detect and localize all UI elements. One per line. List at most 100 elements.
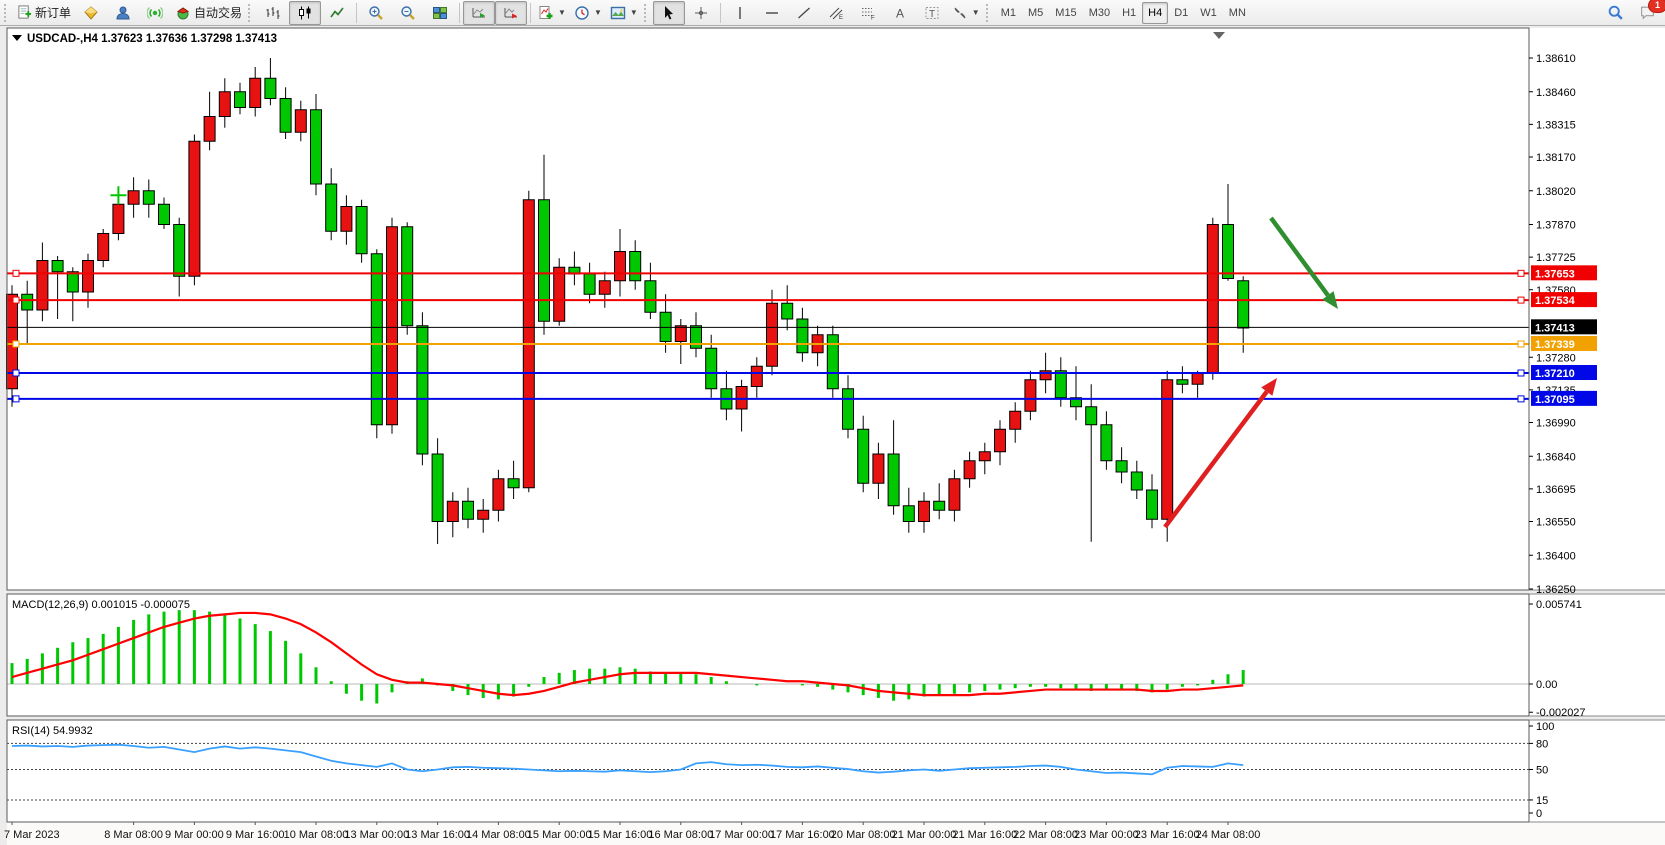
tab-timeframe-h1[interactable]: H1 xyxy=(1122,6,1137,19)
line-chart-button[interactable] xyxy=(321,1,353,25)
tile-windows-icon xyxy=(433,6,448,19)
tab-timeframe-m5[interactable]: M5 xyxy=(1028,6,1044,19)
candle xyxy=(234,91,246,108)
zoom-in-button[interactable] xyxy=(360,1,392,25)
candlestick-chart-button[interactable] xyxy=(289,0,322,25)
price-tick-label: 1.38315 xyxy=(1536,119,1576,131)
rsi-tick-label: 100 xyxy=(1536,721,1554,733)
quotes-button[interactable] xyxy=(75,1,107,25)
templates-button[interactable]: ▼ xyxy=(606,1,642,25)
notification-badge: 1 xyxy=(1648,0,1665,13)
text-button[interactable]: A xyxy=(884,1,916,25)
candle xyxy=(325,183,338,232)
price-tag xyxy=(1531,319,1597,335)
candle xyxy=(614,251,626,282)
candle xyxy=(1115,460,1128,473)
line-anchor xyxy=(12,269,20,277)
price-tag-label: 1.37095 xyxy=(1535,394,1575,406)
candle xyxy=(1206,224,1219,374)
fibonacci-icon: F xyxy=(861,7,875,21)
candle xyxy=(1146,489,1158,520)
price-tag-label: 1.37534 xyxy=(1535,295,1576,307)
tab-timeframe-m15[interactable]: M15 xyxy=(1055,6,1077,19)
main-price-pane[interactable]: USDCAD-,H4 1.37623 1.37636 1.37298 1.374… xyxy=(6,32,1530,544)
auto-scroll-button[interactable] xyxy=(463,0,496,25)
rsi-pane[interactable]: RSI(14) 54.9932 xyxy=(7,725,1529,801)
arrow-head-icon xyxy=(1261,378,1277,396)
svg-text:F: F xyxy=(871,15,875,21)
crosshair-button[interactable] xyxy=(685,1,717,25)
candle xyxy=(538,199,550,322)
price-tag-label: 1.37210 xyxy=(1535,368,1575,380)
candle xyxy=(887,453,900,507)
tab-timeframe-m30[interactable]: M30 xyxy=(1088,6,1111,19)
tab-timeframe-mn[interactable]: MN xyxy=(1228,6,1246,19)
candle xyxy=(902,505,915,522)
candle xyxy=(401,226,414,327)
candle xyxy=(842,388,854,430)
time-tick-label: 14 Mar 08:00 xyxy=(466,829,531,841)
rsi-tick-label: 0 xyxy=(1536,808,1542,820)
candle xyxy=(750,365,763,387)
vertical-line-button[interactable] xyxy=(724,1,756,25)
price-tag xyxy=(1531,365,1597,380)
toolbar-grip[interactable] xyxy=(248,3,255,22)
arrows-button[interactable]: ▼ xyxy=(948,1,984,25)
candle xyxy=(857,428,870,484)
price-tick-label: 1.37280 xyxy=(1536,352,1576,364)
toolbar-grip[interactable] xyxy=(643,3,651,22)
horizontal-line-button[interactable] xyxy=(756,1,788,25)
new-order-button[interactable]: 新订单 xyxy=(13,1,75,25)
line-anchor xyxy=(1517,340,1525,348)
trend-arrow xyxy=(1163,390,1269,529)
candle xyxy=(705,347,718,390)
time-tick-label: 21 Mar 00:00 xyxy=(892,829,957,841)
candle xyxy=(477,509,490,520)
tab-timeframe-w1[interactable]: W1 xyxy=(1200,6,1217,19)
tab-timeframe-m1[interactable]: M1 xyxy=(1000,6,1016,19)
candle xyxy=(978,451,991,462)
cursor-button[interactable] xyxy=(652,0,685,25)
search-icon xyxy=(1608,5,1623,20)
auto-trading-label: 自动交易 xyxy=(194,6,243,20)
line-anchor xyxy=(12,340,20,348)
candle xyxy=(386,226,398,426)
price-tick-label: 1.36990 xyxy=(1536,418,1576,430)
usdcad-h4-chart-canvas[interactable]: USDCAD-,H4 1.37623 1.37636 1.37298 1.374… xyxy=(0,26,1665,845)
toolbar-grip[interactable] xyxy=(985,3,993,22)
fibonacci-button[interactable]: F xyxy=(852,1,884,25)
chart-window[interactable]: USDCAD-,H4 1.37623 1.37636 1.37298 1.374… xyxy=(0,26,1665,845)
zoom-out-button[interactable] xyxy=(392,1,424,25)
search-button[interactable] xyxy=(1599,1,1631,25)
macd-pane[interactable]: MACD(12,26,9) 0.001015 -0.000075 xyxy=(7,599,1529,704)
pane-border xyxy=(6,719,1530,823)
tile-windows-button[interactable] xyxy=(424,1,456,25)
candle xyxy=(370,253,383,426)
indicators-icon xyxy=(539,5,553,19)
candle xyxy=(416,325,429,455)
tab-timeframe-d1[interactable]: D1 xyxy=(1174,6,1189,19)
broadcast-button[interactable] xyxy=(139,1,171,25)
indicators-button[interactable]: ▼ xyxy=(534,1,570,25)
bar-chart-button[interactable] xyxy=(257,1,289,25)
trendline-button[interactable] xyxy=(788,1,820,25)
chart-shift-button[interactable] xyxy=(495,0,528,25)
candle xyxy=(1161,379,1174,520)
candle xyxy=(826,334,839,390)
label-button[interactable]: T xyxy=(916,1,948,25)
periods-button[interactable]: ▼ xyxy=(570,1,606,25)
channel-button[interactable]: E xyxy=(820,1,852,25)
auto-trading-button[interactable]: 自动交易 xyxy=(171,1,246,25)
toolbar-grip[interactable] xyxy=(4,3,11,22)
macd-label: MACD(12,26,9) 0.001015 -0.000075 xyxy=(12,599,190,611)
time-tick-label: 15 Mar 16:00 xyxy=(588,829,653,841)
tab-timeframe-h4[interactable]: H4 xyxy=(1142,1,1169,24)
candle xyxy=(218,91,231,117)
candle xyxy=(796,318,809,354)
price-tick-label: 1.36250 xyxy=(1536,584,1576,596)
candle xyxy=(82,260,94,293)
chat-button[interactable]: 1 xyxy=(1631,0,1665,25)
profile-button[interactable] xyxy=(107,1,139,25)
time-tick-label: 10 Mar 08:00 xyxy=(284,829,349,841)
